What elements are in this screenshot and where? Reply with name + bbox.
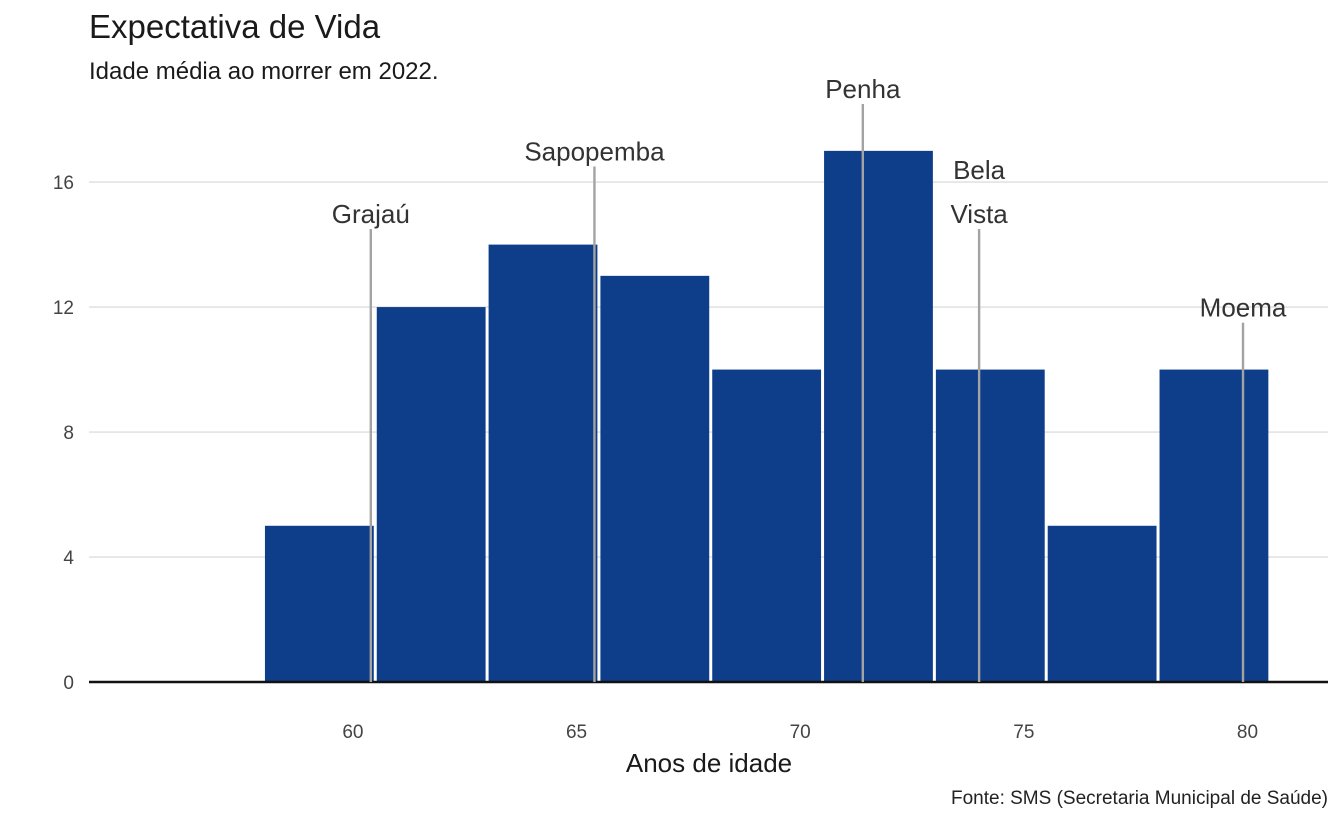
histogram-bar-7 — [935, 369, 1045, 682]
x-axis-title: Anos de idade — [626, 748, 792, 778]
bars — [264, 150, 1269, 682]
x-tick-label-75: 75 — [1013, 722, 1034, 743]
histogram-bar-1 — [264, 525, 374, 682]
annotation-label-sapopemba: Sapopemba — [524, 136, 665, 166]
source-caption: Fonte: SMS (Secretaria Municipal de Saúd… — [950, 788, 1328, 809]
annotations: Grajaú Sapopemba Penha Bela Vista Moema — [332, 74, 1287, 682]
x-tick-label-60: 60 — [342, 722, 363, 743]
chart-subtitle: Idade média ao morrer em 2022. — [89, 58, 439, 85]
annotation-label-grajau: Grajaú — [332, 199, 410, 229]
histogram-bar-4 — [600, 275, 710, 682]
y-tick-label-0: 0 — [63, 673, 74, 694]
y-axis-ticks: 0 4 8 12 16 — [53, 173, 75, 694]
chart-title: Expectativa de Vida — [89, 8, 381, 45]
y-tick-label-8: 8 — [63, 423, 74, 444]
histogram-bar-9 — [1159, 369, 1269, 682]
x-tick-label-70: 70 — [790, 722, 811, 743]
annotation-label-bela-vista-1: Bela — [953, 155, 1006, 185]
annotation-label-moema: Moema — [1200, 293, 1287, 323]
x-tick-label-65: 65 — [566, 722, 587, 743]
y-tick-label-16: 16 — [53, 173, 74, 194]
histogram-bar-6 — [824, 150, 933, 682]
annotation-label-penha: Penha — [825, 74, 901, 104]
annotation-label-bela-vista-2: Vista — [950, 199, 1008, 229]
x-axis-ticks: 60 65 70 75 80 — [342, 722, 1258, 743]
y-tick-label-4: 4 — [63, 548, 74, 569]
histogram-bar-8 — [1047, 525, 1157, 682]
x-tick-label-80: 80 — [1237, 722, 1258, 743]
histogram-bar-2 — [376, 307, 486, 682]
histogram-bar-5 — [712, 369, 822, 682]
y-tick-label-12: 12 — [53, 298, 74, 319]
histogram-bar-3 — [488, 244, 598, 682]
